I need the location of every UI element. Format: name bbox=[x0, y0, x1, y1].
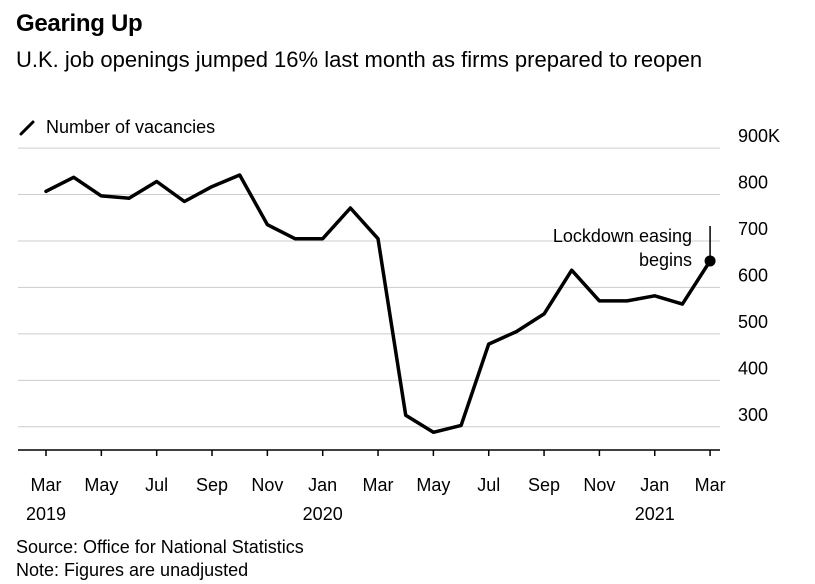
figures-note: Note: Figures are unadjusted bbox=[16, 560, 249, 580]
x-tick-label: Sep bbox=[528, 475, 560, 495]
x-year-label: 2019 bbox=[26, 504, 66, 524]
y-tick-label: 800 bbox=[738, 173, 768, 193]
chart-subtitle: U.K. job openings jumped 16% last month … bbox=[16, 47, 703, 72]
x-tick-label: Jan bbox=[640, 475, 669, 495]
y-tick-label: 700 bbox=[738, 219, 768, 239]
x-year-label: 2021 bbox=[635, 504, 675, 524]
series-line bbox=[44, 173, 712, 435]
chart-title: Gearing Up bbox=[16, 10, 143, 37]
legend-line-icon bbox=[19, 120, 35, 135]
y-tick-label: 900K bbox=[738, 126, 780, 146]
x-tick-label: Nov bbox=[251, 475, 283, 495]
annotation-text: Lockdown easing bbox=[553, 226, 692, 246]
y-tick-label: 500 bbox=[738, 312, 768, 332]
x-year-label: 2020 bbox=[303, 504, 343, 524]
x-tick-label: Sep bbox=[196, 475, 228, 495]
y-tick-label: 300 bbox=[738, 405, 768, 425]
x-tick-label: Jul bbox=[145, 475, 168, 495]
x-tick-label: Jan bbox=[308, 475, 337, 495]
x-tick-label: Mar bbox=[31, 475, 62, 495]
legend: Number of vacancies bbox=[18, 117, 215, 138]
x-tick-label: May bbox=[416, 475, 450, 495]
x-tick-label: May bbox=[84, 475, 118, 495]
annotation-text: begins bbox=[639, 250, 692, 270]
legend-label: Number of vacancies bbox=[46, 117, 216, 137]
annotation-marker bbox=[704, 255, 716, 267]
y-tick-label: 600 bbox=[738, 265, 768, 285]
x-tick-label: Mar bbox=[695, 475, 726, 495]
y-tick-label: 400 bbox=[738, 358, 768, 378]
x-tick-label: Nov bbox=[583, 475, 615, 495]
x-tick-label: Mar bbox=[363, 475, 394, 495]
source-note: Source: Office for National Statistics bbox=[16, 537, 304, 557]
x-tick-label: Jul bbox=[477, 475, 500, 495]
